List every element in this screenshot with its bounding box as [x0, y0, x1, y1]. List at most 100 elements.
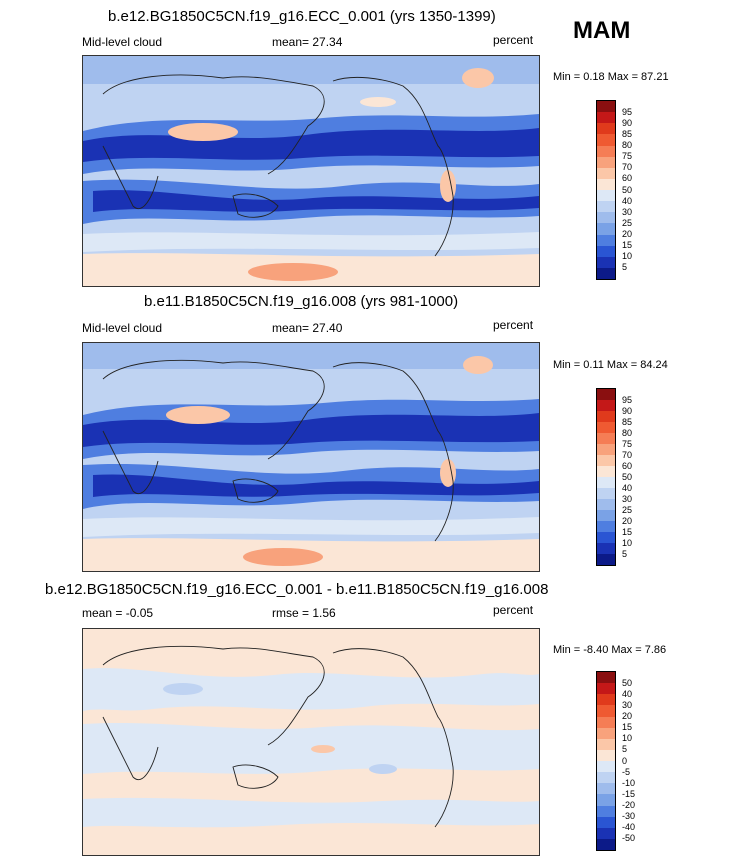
colorbar-swatch: [597, 705, 615, 717]
colorbar-tick-label: 5: [622, 262, 628, 273]
colorbar-swatch: [597, 727, 615, 739]
colorbar-swatch: [597, 716, 615, 728]
panel-top-mean-label: mean= 27.34: [272, 35, 343, 49]
colorbar-tick-label: 95: [622, 106, 633, 117]
colorbar-tick-label: 40: [622, 195, 633, 206]
panel-middle-units-label: percent: [493, 318, 534, 332]
colorbar-tick-label: 25: [622, 217, 633, 228]
colorbar-tick-label: 80: [622, 140, 633, 150]
colorbar-swatch: [597, 444, 615, 455]
colorbar-tick-label: 85: [622, 128, 633, 139]
colorbar-swatch: [597, 794, 615, 806]
colorbar-swatch: [597, 433, 615, 444]
panel-top-variable-label: Mid-level cloud: [82, 35, 163, 49]
colorbar-swatch: [597, 223, 615, 235]
panel-top-minmax: Min = 0.18 Max = 87.21: [553, 71, 669, 83]
colorbar-swatch: [597, 827, 615, 839]
panel-bottom-map-field: [83, 629, 539, 855]
colorbar-swatch: [597, 167, 615, 179]
panel-top-colorbar: [596, 100, 616, 280]
colorbar-tick-label: 75: [622, 438, 633, 449]
colorbar-swatch: [597, 805, 615, 817]
colorbar-swatch: [597, 499, 615, 510]
panel-top-map: [82, 55, 540, 287]
panel-bottom-colorbar: [596, 671, 616, 851]
colorbar-tick-label: 20: [622, 515, 633, 526]
colorbar-tick-label: 20: [622, 711, 633, 721]
colorbar-swatch: [597, 190, 615, 202]
colorbar-swatch: [597, 400, 615, 411]
colorbar-tick-label: 50: [622, 471, 633, 482]
colorbar-tick-label: 10: [622, 251, 633, 262]
panel-middle-minmax: Min = 0.11 Max = 84.24: [553, 359, 668, 371]
colorbar-swatch: [597, 783, 615, 795]
colorbar-tick-label: -40: [622, 822, 636, 833]
colorbar-swatch: [597, 422, 615, 433]
colorbar-swatch: [597, 245, 615, 257]
colorbar-tick-label: 20: [622, 229, 633, 239]
colorbar-tick-label: 15: [622, 722, 633, 733]
colorbar-tick-label: 5: [622, 744, 628, 755]
colorbar-swatch: [597, 134, 615, 146]
colorbar-tick-label: 0: [622, 755, 628, 766]
colorbar-swatch: [597, 554, 615, 565]
panel-middle-map-field: [83, 343, 539, 571]
colorbar-tick-label: 70: [622, 449, 633, 460]
colorbar-swatch: [597, 256, 615, 268]
colorbar-swatch: [597, 672, 615, 684]
colorbar-swatch: [597, 532, 615, 543]
colorbar-tick-label: 50: [622, 184, 633, 195]
panel-top-title: b.e12.BG1850C5CN.f19_g16.ECC_0.001 (yrs …: [108, 8, 496, 25]
colorbar-tick-label: 5: [622, 548, 628, 559]
colorbar-tick-label: -20: [622, 800, 636, 810]
colorbar-swatch: [597, 466, 615, 477]
panel-middle-mean-label: mean= 27.40: [272, 321, 343, 335]
colorbar-tick-label: 15: [622, 526, 633, 537]
colorbar-swatch: [597, 212, 615, 224]
colorbar-swatch: [597, 683, 615, 695]
panel-middle-title: b.e11.B1850C5CN.f19_g16.008 (yrs 981-100…: [144, 293, 459, 310]
panel-bottom-title: b.e12.BG1850C5CN.f19_g16.ECC_0.001 - b.e…: [45, 581, 549, 598]
colorbar-tick-label: 60: [622, 460, 633, 471]
colorbar-tick-label: 80: [622, 427, 633, 438]
colorbar-swatch: [597, 178, 615, 190]
colorbar-swatch: [597, 389, 615, 400]
colorbar-swatch: [597, 156, 615, 168]
colorbar-tick-label: 75: [622, 151, 633, 162]
panel-bottom-mean-label: mean = -0.05: [82, 606, 154, 620]
colorbar-tick-label: 90: [622, 405, 633, 416]
colorbar-tick-label: 40: [622, 482, 633, 493]
colorbar-swatch: [597, 738, 615, 750]
colorbar-tick-label: -10: [622, 777, 636, 788]
panel-bottom-rmse-label: rmse = 1.56: [272, 606, 336, 620]
colorbar-tick-label: -50: [622, 833, 636, 844]
panel-bottom-minmax: Min = -8.40 Max = 7.86: [553, 644, 667, 656]
colorbar-tick-label: 85: [622, 416, 633, 427]
colorbar-tick-label: 30: [622, 699, 633, 710]
colorbar-tick-label: -5: [622, 766, 631, 777]
colorbar-tick-label: -15: [622, 788, 636, 799]
colorbar-tick-label: 30: [622, 206, 633, 217]
panel-bottom-units-label: percent: [493, 603, 534, 617]
colorbar-tick-label: 40: [622, 688, 633, 699]
colorbar-swatch: [597, 123, 615, 135]
colorbar-swatch: [597, 543, 615, 554]
colorbar-swatch: [597, 749, 615, 761]
colorbar-swatch: [597, 145, 615, 157]
colorbar-tick-label: 10: [622, 537, 633, 548]
colorbar-tick-label: 90: [622, 117, 633, 128]
colorbar-swatch: [597, 761, 615, 773]
colorbar-tick-label: 30: [622, 493, 633, 504]
panel-top-map-field: [83, 56, 539, 286]
colorbar-swatch: [597, 816, 615, 828]
panel-middle-map: [82, 342, 540, 572]
colorbar-tick-label: 10: [622, 733, 633, 744]
colorbar-swatch: [597, 838, 615, 850]
colorbar-swatch: [597, 510, 615, 521]
colorbar-swatch: [597, 267, 615, 279]
panel-bottom-map: [82, 628, 540, 856]
colorbar-swatch: [597, 234, 615, 246]
colorbar-swatch: [597, 455, 615, 466]
colorbar-tick-label: 25: [622, 504, 633, 515]
colorbar-tick-label: 95: [622, 394, 633, 405]
